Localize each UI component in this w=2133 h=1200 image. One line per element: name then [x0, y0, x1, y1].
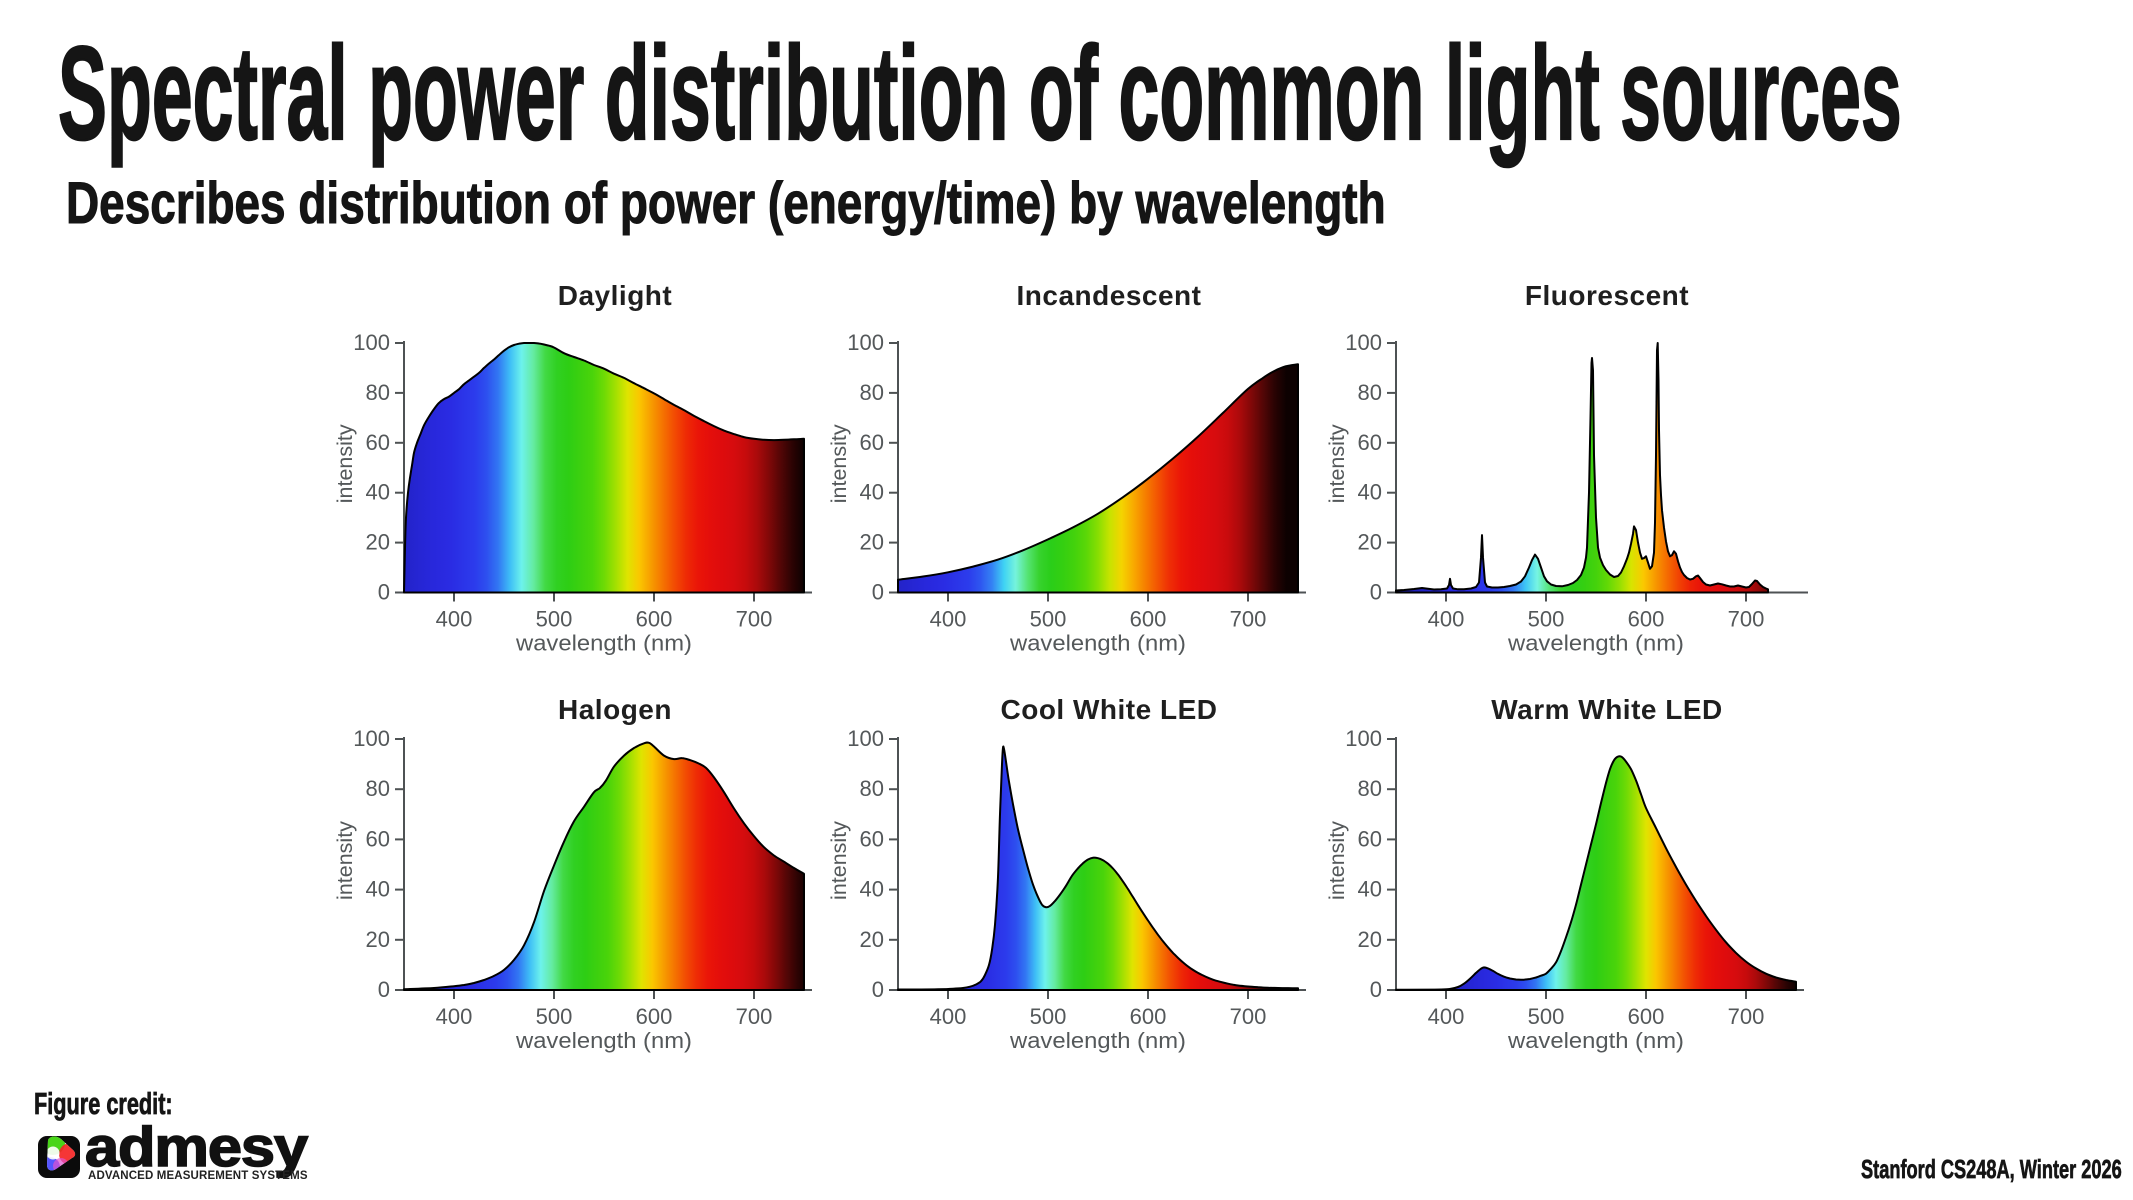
svg-text:700: 700 [1728, 607, 1765, 632]
svg-text:0: 0 [378, 977, 390, 1002]
svg-text:intensity: intensity [1325, 821, 1349, 900]
svg-text:20: 20 [366, 530, 390, 555]
svg-text:600: 600 [636, 1004, 673, 1029]
svg-text:40: 40 [366, 877, 390, 902]
svg-text:60: 60 [860, 826, 884, 851]
svg-text:60: 60 [860, 430, 884, 455]
svg-text:20: 20 [860, 530, 884, 555]
svg-text:80: 80 [366, 776, 390, 801]
svg-text:20: 20 [860, 927, 884, 952]
svg-text:intensity: intensity [1325, 424, 1349, 503]
svg-text:60: 60 [366, 826, 390, 851]
svg-text:20: 20 [366, 927, 390, 952]
svg-text:0: 0 [872, 977, 884, 1002]
svg-text:40: 40 [860, 480, 884, 505]
svg-text:700: 700 [1230, 1004, 1267, 1029]
svg-text:wavelength (nm): wavelength (nm) [1507, 1028, 1684, 1053]
svg-text:80: 80 [860, 776, 884, 801]
svg-text:Warm White LED: Warm White LED [1491, 694, 1723, 725]
svg-text:0: 0 [378, 580, 390, 605]
svg-text:100: 100 [353, 330, 390, 355]
svg-text:700: 700 [736, 1004, 773, 1029]
svg-text:80: 80 [1358, 776, 1382, 801]
svg-text:0: 0 [872, 580, 884, 605]
svg-text:wavelength (nm): wavelength (nm) [1009, 631, 1186, 656]
svg-text:intensity: intensity [827, 821, 851, 900]
svg-text:80: 80 [366, 380, 390, 405]
svg-text:80: 80 [860, 380, 884, 405]
svg-text:intensity: intensity [827, 424, 851, 503]
svg-text:20: 20 [1358, 927, 1382, 952]
svg-text:500: 500 [1528, 1004, 1565, 1029]
svg-text:60: 60 [1358, 826, 1382, 851]
svg-text:Halogen: Halogen [558, 694, 672, 725]
svg-text:20: 20 [1358, 530, 1382, 555]
svg-text:500: 500 [1030, 1004, 1067, 1029]
svg-text:Daylight: Daylight [558, 280, 672, 311]
svg-text:80: 80 [1358, 380, 1382, 405]
svg-text:700: 700 [1728, 1004, 1765, 1029]
svg-text:700: 700 [1230, 607, 1267, 632]
svg-text:Fluorescent: Fluorescent [1525, 280, 1689, 311]
svg-text:400: 400 [436, 607, 473, 632]
svg-text:700: 700 [736, 607, 773, 632]
svg-text:100: 100 [353, 726, 390, 751]
svg-text:600: 600 [1628, 1004, 1665, 1029]
svg-text:100: 100 [847, 330, 884, 355]
svg-text:40: 40 [1358, 877, 1382, 902]
svg-text:400: 400 [436, 1004, 473, 1029]
svg-text:ADVANCED MEASUREMENT SYSTEMS: ADVANCED MEASUREMENT SYSTEMS [88, 1170, 308, 1182]
svg-text:60: 60 [366, 430, 390, 455]
svg-text:Incandescent: Incandescent [1017, 280, 1202, 311]
svg-text:admesy: admesy [85, 1122, 308, 1178]
svg-text:wavelength (nm): wavelength (nm) [1009, 1028, 1186, 1053]
svg-text:intensity: intensity [333, 424, 357, 503]
svg-text:600: 600 [636, 607, 673, 632]
svg-text:0: 0 [1370, 580, 1382, 605]
svg-text:500: 500 [536, 1004, 573, 1029]
svg-text:100: 100 [1345, 330, 1382, 355]
svg-text:400: 400 [930, 1004, 967, 1029]
svg-text:60: 60 [1358, 430, 1382, 455]
svg-text:400: 400 [1428, 1004, 1465, 1029]
svg-text:Cool White LED: Cool White LED [1001, 694, 1218, 725]
svg-text:40: 40 [860, 877, 884, 902]
svg-text:intensity: intensity [333, 821, 357, 900]
svg-text:wavelength (nm): wavelength (nm) [515, 631, 692, 656]
svg-text:40: 40 [366, 480, 390, 505]
svg-text:600: 600 [1130, 1004, 1167, 1029]
svg-text:600: 600 [1628, 607, 1665, 632]
svg-text:wavelength (nm): wavelength (nm) [515, 1028, 692, 1053]
svg-text:600: 600 [1130, 607, 1167, 632]
svg-text:400: 400 [1428, 607, 1465, 632]
svg-text:100: 100 [1345, 726, 1382, 751]
svg-text:500: 500 [1030, 607, 1067, 632]
svg-text:500: 500 [536, 607, 573, 632]
svg-text:0: 0 [1370, 977, 1382, 1002]
svg-text:500: 500 [1528, 607, 1565, 632]
svg-text:wavelength (nm): wavelength (nm) [1507, 631, 1684, 656]
svg-text:40: 40 [1358, 480, 1382, 505]
svg-text:100: 100 [847, 726, 884, 751]
svg-text:400: 400 [930, 607, 967, 632]
